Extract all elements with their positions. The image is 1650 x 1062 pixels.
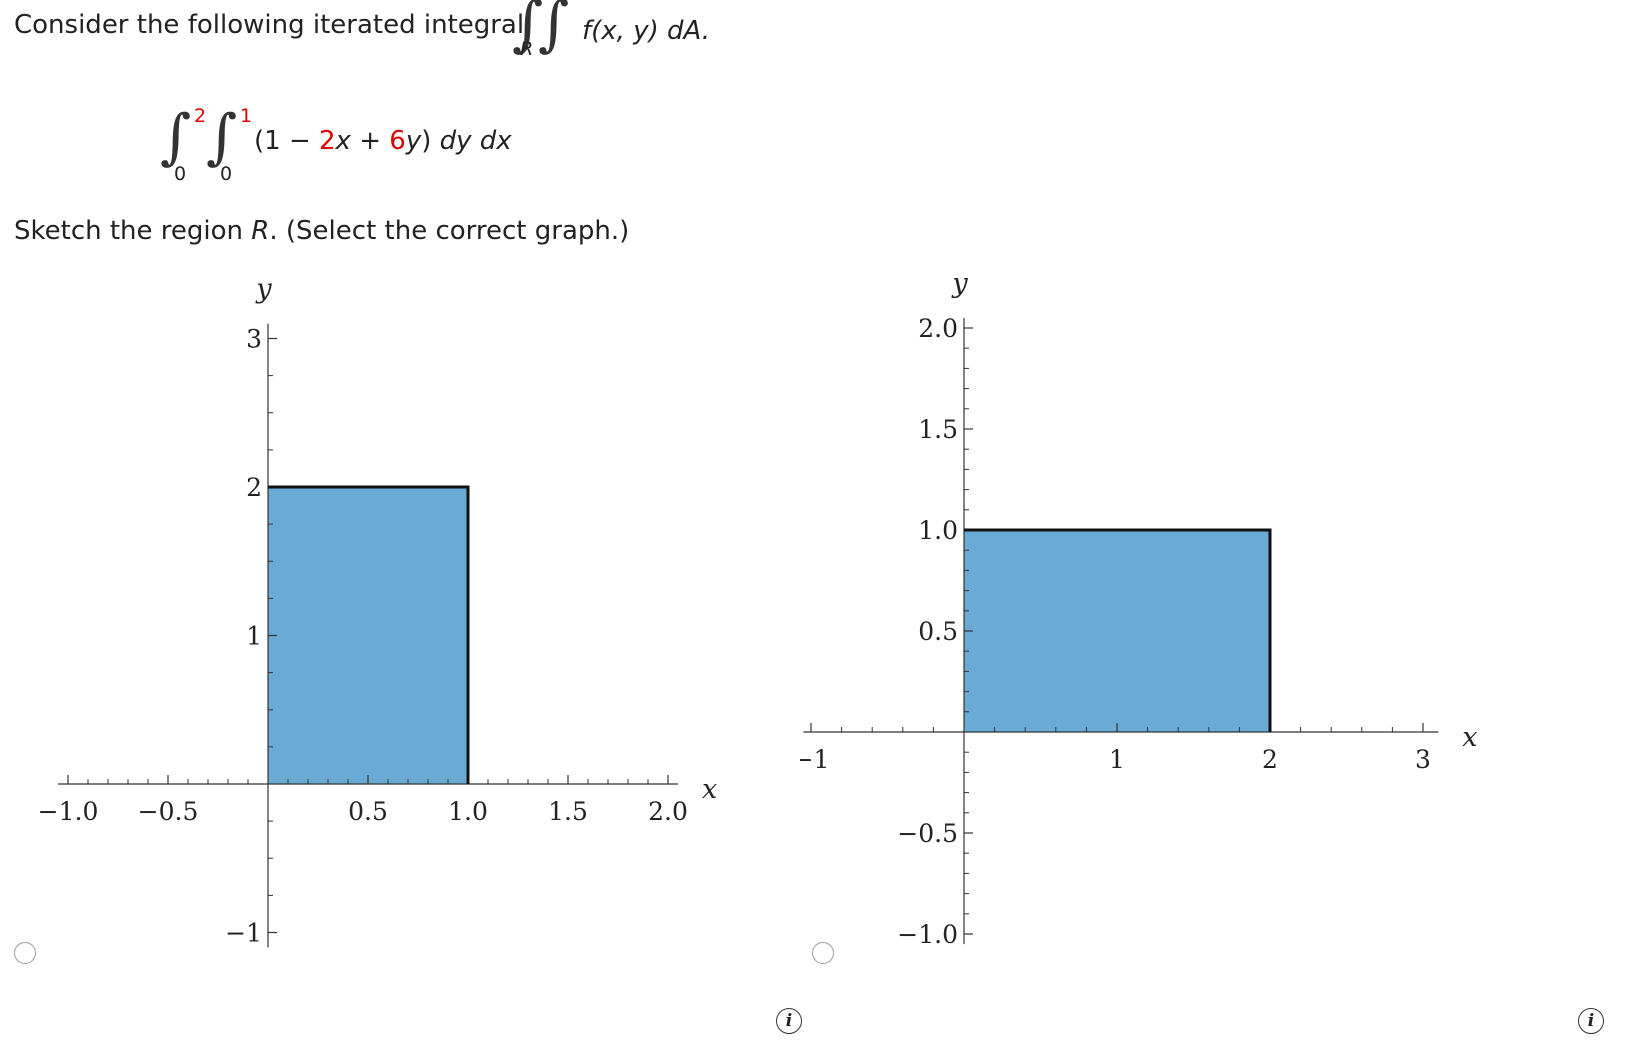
question-intro: Consider the following iterated integral bbox=[14, 10, 525, 40]
integrand-close: ) bbox=[421, 126, 432, 156]
integrand-plus: + bbox=[350, 126, 390, 156]
differentials: dy dx bbox=[439, 126, 512, 156]
integral-sign-1: ∫ bbox=[512, 0, 544, 59]
graph-option-a: −1.0 −0.5 0.5 1.0 1.5 2.0 −1 1 2 3 x y bbox=[38, 274, 718, 948]
instruction-end: . (Select the correct graph.) bbox=[269, 216, 630, 246]
inner-integral-sign: ∫ bbox=[206, 102, 238, 172]
coef-x: 2 bbox=[319, 126, 336, 156]
y-tick-label: −1.0 bbox=[897, 920, 958, 949]
graph-option-b: −1 1 2 3 −1.0 −0.5 0.5 1.0 1.5 2.0 x y bbox=[800, 268, 1478, 949]
x-tick-label: −0.5 bbox=[138, 797, 199, 826]
instruction-text: Sketch the region R. (Select the correct… bbox=[14, 216, 629, 246]
x-axis-label: x bbox=[702, 774, 717, 805]
integrand-expression: (1 − 2x + 6y) dy dx bbox=[254, 126, 512, 156]
outer-lower-limit: 0 bbox=[174, 163, 187, 185]
integral-sign-2: ∫ bbox=[538, 0, 570, 59]
x-tick-label: 1 bbox=[1109, 745, 1125, 774]
inner-upper-limit: 1 bbox=[240, 105, 253, 127]
coef-y: 6 bbox=[389, 126, 406, 156]
y-tick-label: −1 bbox=[225, 919, 262, 948]
x-tick-label: 1.5 bbox=[548, 797, 588, 826]
info-icon-option-a[interactable]: i bbox=[776, 1008, 802, 1034]
region-boundary bbox=[964, 528, 1272, 732]
y-tick-label: 1 bbox=[246, 622, 262, 651]
x-tick-label: −1.0 bbox=[38, 797, 99, 826]
outer-integral-sign: ∫ bbox=[160, 102, 192, 172]
y-tick-label: 3 bbox=[246, 325, 262, 354]
integrand-open: (1 − bbox=[254, 126, 319, 156]
instruction-var: R bbox=[251, 216, 270, 246]
double-integral-symbol: ∫ ∫ R bbox=[512, 0, 582, 66]
radio-option-a[interactable] bbox=[14, 942, 36, 964]
var-y: y bbox=[405, 126, 422, 156]
y-axis-label: y bbox=[951, 268, 968, 299]
y-tick-label: 0.5 bbox=[918, 617, 958, 646]
x-tick-label: 0.5 bbox=[348, 797, 388, 826]
y-tick-label: −0.5 bbox=[897, 819, 958, 848]
outer-upper-limit: 2 bbox=[194, 105, 207, 127]
x-tick-label: −1 bbox=[800, 745, 829, 774]
integrand-tail: f(x, y) dA. bbox=[582, 16, 711, 46]
instruction-start: Sketch the region bbox=[14, 216, 252, 246]
y-tick-label: 2 bbox=[246, 473, 262, 502]
inner-lower-limit: 0 bbox=[220, 163, 233, 185]
y-tick-label: 1.5 bbox=[918, 415, 958, 444]
x-tick-label: 2 bbox=[1262, 745, 1278, 774]
region-rectangle bbox=[268, 487, 468, 784]
region-subscript: R bbox=[520, 38, 534, 60]
x-tick-label: 2.0 bbox=[648, 797, 688, 826]
iterated-integral: ∫ 2 0 ∫ 1 0 (1 − 2x + 6y) dy dx bbox=[150, 95, 530, 190]
x-tick-label: 3 bbox=[1415, 745, 1431, 774]
y-axis-label: y bbox=[255, 274, 272, 305]
region-rectangle bbox=[964, 530, 1270, 732]
radio-option-b[interactable] bbox=[812, 942, 834, 964]
region-boundary bbox=[268, 485, 470, 784]
x-tick-label: 1.0 bbox=[448, 797, 488, 826]
x-axis-label: x bbox=[1462, 722, 1477, 753]
var-x: x bbox=[335, 126, 351, 156]
info-icon-option-b[interactable]: i bbox=[1578, 1008, 1604, 1034]
y-tick-label: 1.0 bbox=[918, 516, 958, 545]
y-tick-label: 2.0 bbox=[918, 314, 958, 343]
